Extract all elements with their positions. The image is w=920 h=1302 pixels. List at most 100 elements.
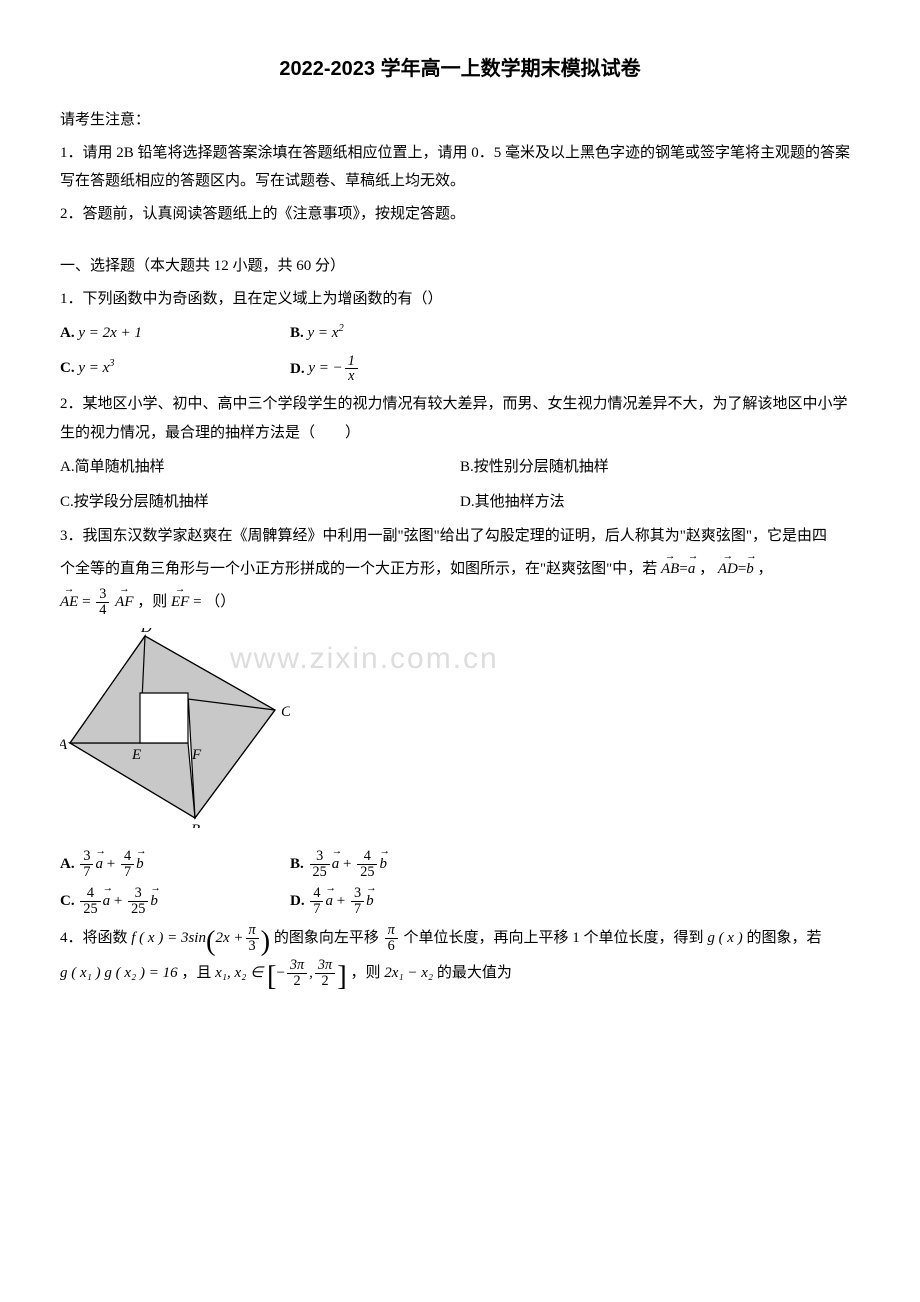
q3-option-b: B. 325a + 425b xyxy=(290,849,520,880)
notice-head: 请考生注意： xyxy=(60,106,860,135)
svg-text:E: E xyxy=(131,747,141,763)
eq16: g ( x₁ ) g ( x₂ ) = 16 xyxy=(60,965,178,981)
p: + xyxy=(337,893,345,909)
vec-ab: AB xyxy=(661,555,679,584)
svg-text:B: B xyxy=(191,822,200,828)
rp: ) xyxy=(261,931,271,954)
vec-ae: AE xyxy=(60,588,78,617)
n: 3π xyxy=(287,958,307,974)
va: a xyxy=(325,887,333,916)
q1-c-pre: y = x xyxy=(78,360,109,376)
n: 3 xyxy=(351,886,364,902)
d: 25 xyxy=(128,902,148,917)
p: + xyxy=(114,893,122,909)
q2-option-c: C.按学段分层随机抽样 xyxy=(60,488,460,517)
q3-figure: A B C D E F xyxy=(60,628,860,839)
va: a xyxy=(103,887,111,916)
d: 25 xyxy=(357,865,377,880)
q1-row1: A. y = 2x + 1 B. y = x2 xyxy=(60,319,860,348)
t: 的图象，若 xyxy=(746,930,821,946)
d: 4 xyxy=(96,603,109,618)
eq: = xyxy=(679,561,687,577)
svg-text:F: F xyxy=(191,747,202,763)
q2-option-a: A.简单随机抽样 xyxy=(60,453,460,482)
q3-option-a: A. 37a + 47b xyxy=(60,849,290,880)
gx: g ( x ) xyxy=(707,930,742,946)
n: π xyxy=(246,923,259,939)
vec-ef: EF xyxy=(171,588,189,617)
vb: b xyxy=(150,887,158,916)
q3-row2: C. 425a + 325b D. 47a + 37b xyxy=(60,886,860,917)
n: π xyxy=(385,923,398,939)
neg: − xyxy=(276,965,284,981)
opt-label: A. xyxy=(60,325,75,341)
q1-d-expr: y = −1x xyxy=(308,360,360,376)
t: ，则 xyxy=(350,965,380,981)
q1-b-sup: 2 xyxy=(338,323,343,334)
q1-stem: 1．下列函数中为奇函数，且在定义域上为增函数的有（） xyxy=(60,285,860,314)
vb: b xyxy=(366,887,374,916)
q1-b-expr: y = x2 xyxy=(308,325,344,341)
section-1-head: 一、选择题（本大题共 12 小题，共 60 分） xyxy=(60,252,860,281)
q4-line1: 4．将函数 f ( x ) = 3sin(2x +π3) 的图象向左平移 π6 … xyxy=(60,923,860,954)
t: 个单位长度，再向上平移 1 个单位长度，得到 xyxy=(404,930,704,946)
q1-c-sup: 3 xyxy=(109,358,114,369)
d: 2 xyxy=(287,974,307,989)
q3-stem-2: 个全等的直角三角形与一个小正方形拼成的一个大正方形，如图所示，在"赵爽弦图"中，… xyxy=(60,555,860,584)
in: x₁, x₂ ∈ xyxy=(215,965,263,981)
q1-d-num: 1 xyxy=(345,354,358,370)
va: a xyxy=(95,850,103,879)
d: 3 xyxy=(246,939,259,954)
q1-c-expr: y = x3 xyxy=(78,360,114,376)
q3-s2a: 个全等的直角三角形与一个小正方形拼成的一个大正方形，如图所示，在"赵爽弦图"中，… xyxy=(60,561,657,577)
q1-option-c: C. y = x3 xyxy=(60,354,290,385)
page-title: 2022-2023 学年高一上数学期末模拟试卷 xyxy=(60,50,860,88)
q1-a-expr: y = 2x + 1 xyxy=(78,325,142,341)
svg-text:C: C xyxy=(281,704,290,720)
eq: = xyxy=(82,594,90,610)
q1-option-b: B. y = x2 xyxy=(290,319,520,348)
vec-ad: AD xyxy=(718,555,738,584)
l: A. xyxy=(60,856,75,872)
t: ，且 xyxy=(181,965,211,981)
p: + xyxy=(107,856,115,872)
n: 3π xyxy=(315,958,335,974)
d: 2 xyxy=(315,974,335,989)
svg-text:D: D xyxy=(140,628,152,636)
eq: = xyxy=(738,561,746,577)
notice-1: 1．请用 2B 铅笔将选择题答案涂填在答题纸相应位置上，请用 0．5 毫米及以上… xyxy=(60,139,860,196)
opt-label: D. xyxy=(290,360,305,376)
q1-option-d: D. y = −1x xyxy=(290,354,520,385)
vec-af: AF xyxy=(115,588,133,617)
d: 6 xyxy=(385,939,398,954)
t: 的图象向左平移 xyxy=(274,930,379,946)
vb: b xyxy=(136,850,144,879)
q1-option-a: A. y = 2x + 1 xyxy=(60,319,290,348)
q2-row1: A.简单随机抽样 B.按性别分层随机抽样 xyxy=(60,453,860,482)
l: B. xyxy=(290,856,304,872)
n: 4 xyxy=(80,886,100,902)
q4-line2: g ( x₁ ) g ( x₂ ) = 16 ，且 x₁, x₂ ∈ [−3π2… xyxy=(60,958,860,989)
q3-option-d: D. 47a + 37b xyxy=(290,886,520,917)
d: 7 xyxy=(80,865,93,880)
q3-stem-3: AE = 34 AF ，则 EF = （） xyxy=(60,587,860,618)
svg-text:A: A xyxy=(60,737,68,753)
zhaoshuang-diagram: A B C D E F xyxy=(60,628,290,828)
q3-option-c: C. 425a + 325b xyxy=(60,886,290,917)
q3-s3c: = （） xyxy=(193,594,235,610)
notice-2: 2．答题前，认真阅读答题纸上的《注意事项》，按规定答题。 xyxy=(60,200,860,229)
rb: ] xyxy=(337,966,347,989)
n: 3 xyxy=(310,849,330,865)
q2-option-b: B.按性别分层随机抽样 xyxy=(460,453,860,482)
c: , xyxy=(309,965,313,981)
q3-row1: A. 37a + 47b B. 325a + 425b xyxy=(60,849,860,880)
t: 4．将函数 xyxy=(60,930,128,946)
q1-d-den: x xyxy=(345,369,358,384)
n: 3 xyxy=(128,886,148,902)
lb: [ xyxy=(267,966,277,989)
q2-option-d: D.其他抽样方法 xyxy=(460,488,860,517)
vec-a: a xyxy=(688,555,696,584)
vec-b: b xyxy=(746,555,754,584)
q2-row2: C.按学段分层随机抽样 D.其他抽样方法 xyxy=(60,488,860,517)
q1-row2: C. y = x3 D. y = −1x xyxy=(60,354,860,385)
